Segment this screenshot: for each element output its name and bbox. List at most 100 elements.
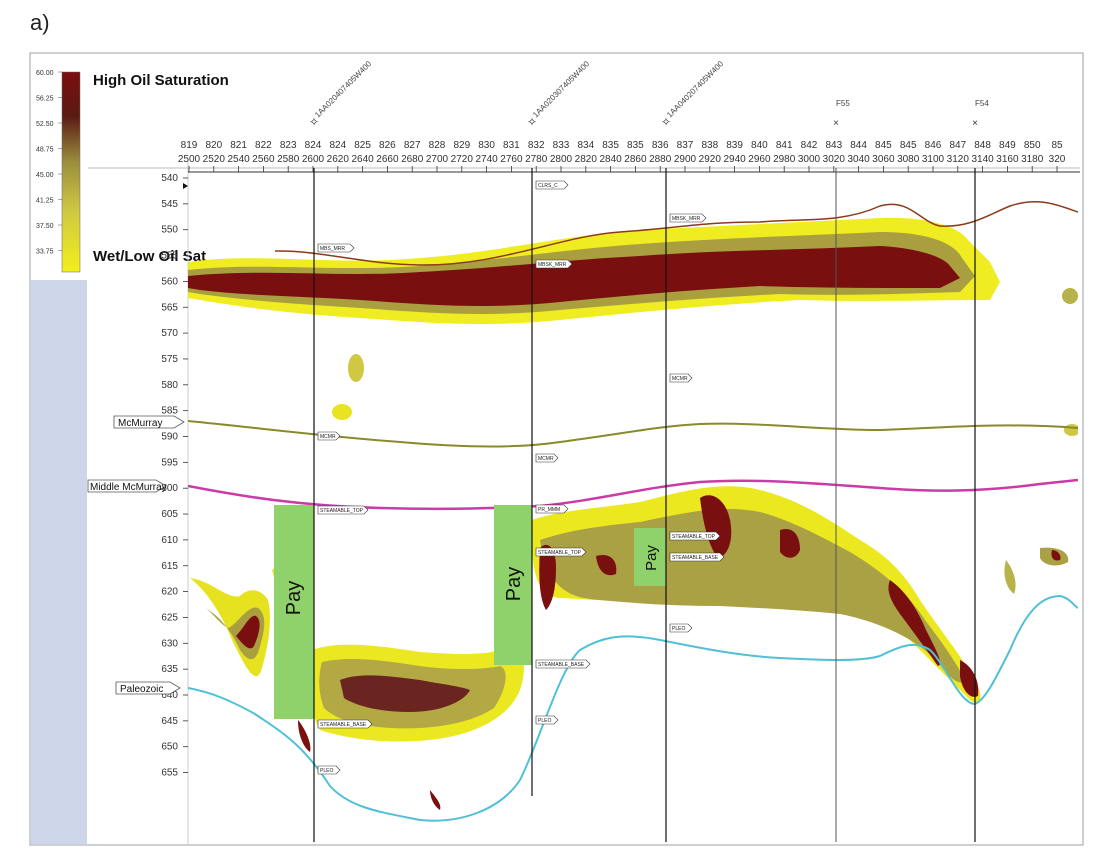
depth-tick-label: 555 [161,251,178,262]
marker-label: PLEO [320,768,333,774]
horizon-top-line [274,201,1078,266]
top-tick-label: 826 [379,140,396,151]
bottom-tick-label: 3060 [872,154,895,165]
bottom-tick-label: 2900 [674,154,697,165]
top-tick-label: 829 [453,140,470,151]
window-frame [29,52,1084,846]
legend-scale-tick: 56.25 [36,96,54,103]
marker-label: MBS_MRR [320,246,345,252]
top-tick-label: 836 [652,140,669,151]
bottom-tick-label: 2720 [451,154,474,165]
pay-label-3: Pay [643,545,660,571]
depth-tick-label: 565 [161,302,178,313]
top-tick-label: 845 [900,140,917,151]
top-tick-label: 839 [726,140,743,151]
top-tick-label: 821 [230,140,247,151]
depth-tick-label: 590 [161,432,178,443]
bottom-tick-label: 2880 [649,154,672,165]
legend-scale-tick: 33.75 [36,249,54,256]
top-tick-label: 823 [280,140,297,151]
bottom-tick-label: 2920 [699,154,722,165]
bottom-tick-label: 2500 [178,154,201,165]
bottom-tick-label: 2680 [401,154,424,165]
top-tick-label: 842 [801,140,818,151]
marker-label: STEAMABLE_TOP [320,508,364,514]
well-symbol-1: ✧ [309,115,319,129]
legend-scale-tick: 60.00 [36,70,54,77]
well-1-markers: MBS_MRR MCMR STEAMABLE_TOP STEAMABLE_BAS… [317,243,373,775]
bottom-tick-label: 3040 [847,154,870,165]
bottom-tick-label: 2520 [203,154,226,165]
well-name-2: 1AA020307405W400 [531,59,592,120]
marker-label: PLEO [672,626,685,632]
marker-label: PR_MMM [538,507,560,513]
top-tick-label: 849 [999,140,1016,151]
pay-label-2: Pay [503,567,525,601]
depth-tick-label: 575 [161,354,178,365]
heatmap-region-upper-high [188,246,960,306]
pay-intervals: Pay Pay Pay [274,505,666,719]
depth-tick-label: 580 [161,380,178,391]
well-name-1: 1AA020407405W400 [313,59,374,120]
depth-tick-label: 625 [161,612,178,623]
depth-tick-label: 620 [161,587,178,598]
depth-tick-label: 545 [161,199,178,210]
marker-label: PLEO [538,718,551,724]
legend-low-label: Wet/Low Oil Sat [93,248,206,265]
marker-label: CLRS_C [538,183,558,189]
horizon-paleozoic-line [188,594,1078,822]
top-tick-label: 847 [949,140,966,151]
legend-scale-tick: 37.50 [36,223,54,230]
depth-tick-label: 630 [161,638,178,649]
top-tick-label: 833 [553,140,570,151]
well-symbol-4: × [833,118,839,129]
legend-high-label: High Oil Saturation [93,72,229,89]
marker-label: MCMR [538,456,554,462]
depth-tick-label: 560 [161,276,178,287]
top-tick-label: 840 [751,140,768,151]
horizon-label-middle-mcmurray: Middle McMurray [90,482,167,493]
pay-box-1 [274,505,314,719]
depth-tick-label: 550 [161,225,178,236]
well-symbol-5: × [972,118,978,129]
top-tick-label: 822 [255,140,272,151]
bottom-tick-label: 3180 [1021,154,1044,165]
bottom-tick-label: 3160 [996,154,1019,165]
bottom-tick-label: 2740 [475,154,498,165]
bottom-tick-label: 2820 [575,154,598,165]
well-3-markers: MBSK_MRR MCMR STEAMABLE_TOP STEAMABLE_BA… [669,213,725,633]
bottom-tick-label: 2580 [277,154,300,165]
depth-tick-label: 605 [161,509,178,520]
well-2-markers: CLRS_C MBSK_MRR MCMR PR_MMM STEAMABLE_TO… [535,180,591,725]
bottom-tick-label: 2540 [227,154,250,165]
bottom-tick-label: 2620 [327,154,350,165]
marker-label: MCMR [672,376,688,382]
horizon-label-mcmurray: McMurray [118,418,162,429]
bottom-tick-label: 320 [1049,154,1066,165]
marker-label: STEAMABLE_BASE [672,555,719,561]
well-name-4: F55 [836,99,850,108]
pay-box-2 [494,505,532,665]
marker-label: STEAMABLE_BASE [320,722,367,728]
well-symbol-2: ✧ [527,115,537,129]
depth-tick-label: 655 [161,768,178,779]
bottom-tick-label: 2700 [426,154,449,165]
bottom-tick-label: 3000 [798,154,821,165]
bottom-tick-label: 2940 [723,154,746,165]
pay-label-1: Pay [283,581,305,615]
panel-label: a) [30,10,50,35]
bottom-tick-label: 2980 [773,154,796,165]
pay-box-3 [634,528,666,586]
bottom-tick-label: 2800 [550,154,573,165]
top-tick-label: 838 [701,140,718,151]
top-tick-label: 835 [627,140,644,151]
top-tick-label: 843 [825,140,842,151]
depth-tick-label: 600 [161,483,178,494]
legend-scale-tick: 41.25 [36,198,54,205]
depth-axis: 540 545 550 555 560 565 570 575 580 585 590 595 600 6… [161,173,188,779]
top-tick-label: 844 [850,140,867,151]
marker-label: MBSK_MRR [672,216,701,222]
depth-tick-label: 640 [161,690,178,701]
top-tick-label: 832 [528,140,545,151]
top-tick-label: 845 [875,140,892,151]
